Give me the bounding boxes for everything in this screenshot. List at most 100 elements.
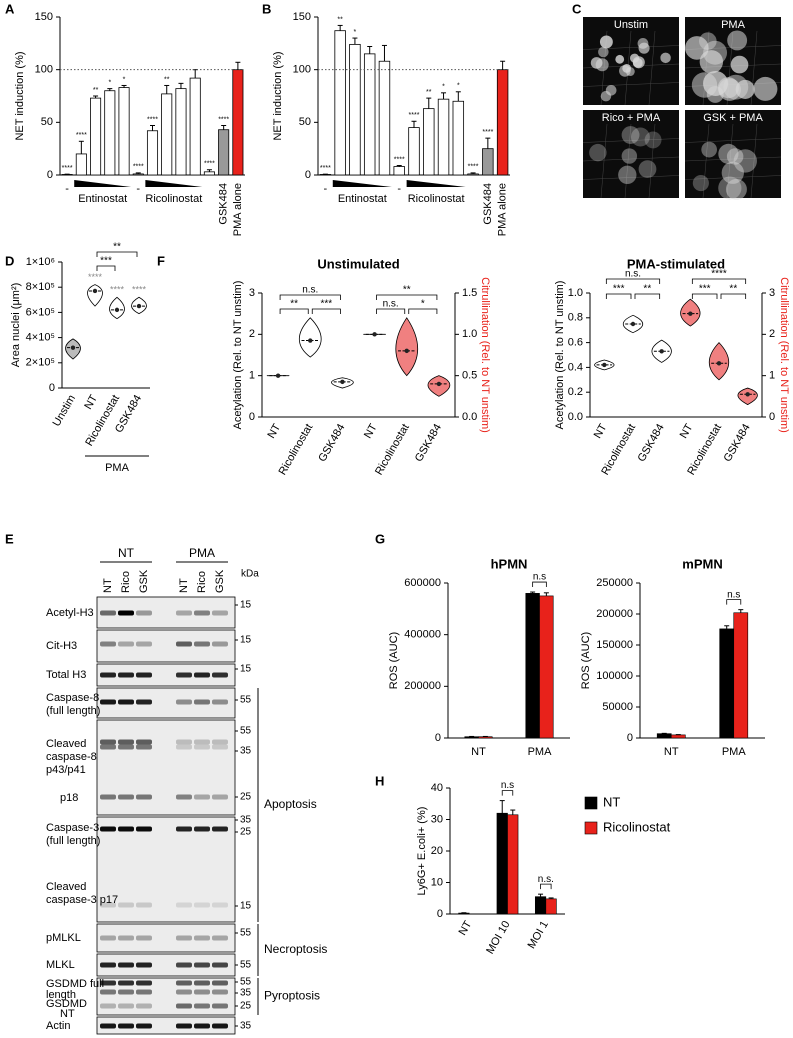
kda-marker: 15 xyxy=(240,901,252,912)
blot-band xyxy=(118,989,134,995)
blot-band xyxy=(136,699,152,705)
blot-band xyxy=(100,641,116,647)
bar xyxy=(146,130,159,176)
x-tick-label: MOI 10 xyxy=(484,919,512,956)
kda-marker: 15 xyxy=(240,635,252,646)
tick-label: 0.5 xyxy=(462,370,477,382)
blot-band xyxy=(212,1003,228,1009)
panel-letter: F xyxy=(157,253,165,268)
significance-label: **** xyxy=(218,116,229,123)
grid-line xyxy=(582,156,680,162)
bar xyxy=(545,898,557,915)
significance-label: *** xyxy=(320,299,332,310)
blot-band xyxy=(176,739,192,745)
significance-label: n.s. xyxy=(383,299,399,310)
blot-band xyxy=(194,826,210,832)
median-point xyxy=(745,392,750,397)
significance-label: ** xyxy=(729,284,737,295)
violin-body xyxy=(87,284,103,307)
group-label: Entinostat xyxy=(338,193,387,205)
blot-band xyxy=(212,610,228,616)
kda-marker: 25 xyxy=(240,792,252,803)
micrograph-label: GSK + PMA xyxy=(703,112,763,124)
nucleus xyxy=(638,42,650,54)
tick-label: 0 xyxy=(49,382,55,394)
chart-title: hPMN xyxy=(491,556,528,571)
significance-label: **** xyxy=(147,116,158,123)
nucleus xyxy=(718,143,739,164)
concentration-wedge xyxy=(406,180,466,187)
blot-band xyxy=(212,1023,228,1029)
blot-band xyxy=(212,935,228,941)
kda-marker: 35 xyxy=(240,1021,252,1032)
blot-band xyxy=(136,794,152,800)
tick-label: 100000 xyxy=(596,670,633,682)
significance-label: * xyxy=(123,76,126,83)
kda-marker: 35 xyxy=(240,988,252,999)
significance-label: * xyxy=(421,299,425,310)
x-tick-label: GSK484 xyxy=(316,422,347,464)
bar xyxy=(75,153,87,176)
blot-strip xyxy=(96,923,236,953)
y2-axis-label: Citrullination (Rel. to NT unstim) xyxy=(778,277,790,433)
tick-label: 150000 xyxy=(596,639,633,651)
blot-band xyxy=(212,980,228,986)
tick-label: 200000 xyxy=(596,608,633,620)
median-point xyxy=(136,303,142,309)
nucleus xyxy=(699,32,717,50)
blot-band xyxy=(176,1003,192,1009)
blot-band xyxy=(176,989,192,995)
nucleus xyxy=(619,65,631,77)
y2-axis-label: Citrullination (Rel. to NT unstim) xyxy=(479,277,491,433)
bar xyxy=(482,148,494,176)
blot-row-label: caspase-3 p17 xyxy=(46,894,118,906)
x-tick-label: - xyxy=(324,183,328,195)
pathway-label: Necroptosis xyxy=(264,942,327,956)
significance-label: n.s. xyxy=(538,874,554,885)
blot-band xyxy=(100,902,116,908)
bar xyxy=(525,593,540,739)
significance-label: n.s. xyxy=(625,269,641,280)
blot-band xyxy=(118,744,134,750)
lane-label: NT xyxy=(178,578,190,593)
grid-line xyxy=(726,123,734,199)
median-point xyxy=(602,362,607,368)
significance-bracket xyxy=(540,883,552,890)
lane-label: GSK xyxy=(214,569,226,593)
significance-label: n.s xyxy=(501,780,514,791)
blot-band xyxy=(136,1003,152,1009)
grid-line xyxy=(684,175,782,180)
blot-band xyxy=(136,1023,152,1029)
blot-band xyxy=(176,610,192,616)
blot-band xyxy=(194,1003,210,1009)
nucleus xyxy=(723,74,749,100)
tick-label: 0.6 xyxy=(568,337,583,349)
bar xyxy=(90,97,102,176)
blot-row-label: Cleaved xyxy=(46,881,86,893)
bar xyxy=(203,171,215,176)
micrograph-label: Rico + PMA xyxy=(602,112,661,124)
tick-label: 0 xyxy=(305,169,311,181)
significance-label: **** xyxy=(711,269,727,280)
panel-letter: B xyxy=(262,1,271,16)
panel-letter: D xyxy=(5,253,14,268)
blot-strip xyxy=(96,816,236,923)
lane-label: NT xyxy=(102,578,114,593)
median-point xyxy=(340,379,345,385)
kda-marker: 55 xyxy=(240,695,252,706)
legend-swatch xyxy=(584,796,598,810)
nucleus xyxy=(615,54,625,64)
y-axis-label: Acetylation (Rel. to NT unstim) xyxy=(232,281,244,430)
blot-row-label: Cit-H3 xyxy=(46,640,77,652)
tick-label: 200000 xyxy=(404,680,441,692)
blot-band xyxy=(100,699,116,705)
blot-band xyxy=(176,699,192,705)
significance-label: ** xyxy=(426,89,432,96)
blot-band xyxy=(212,739,228,745)
significance-label: * xyxy=(108,79,111,86)
significance-bracket xyxy=(96,251,138,257)
nucleus xyxy=(599,35,613,49)
significance-bracket xyxy=(279,308,309,314)
blot-strip xyxy=(96,719,236,816)
significance-bracket xyxy=(311,308,341,314)
